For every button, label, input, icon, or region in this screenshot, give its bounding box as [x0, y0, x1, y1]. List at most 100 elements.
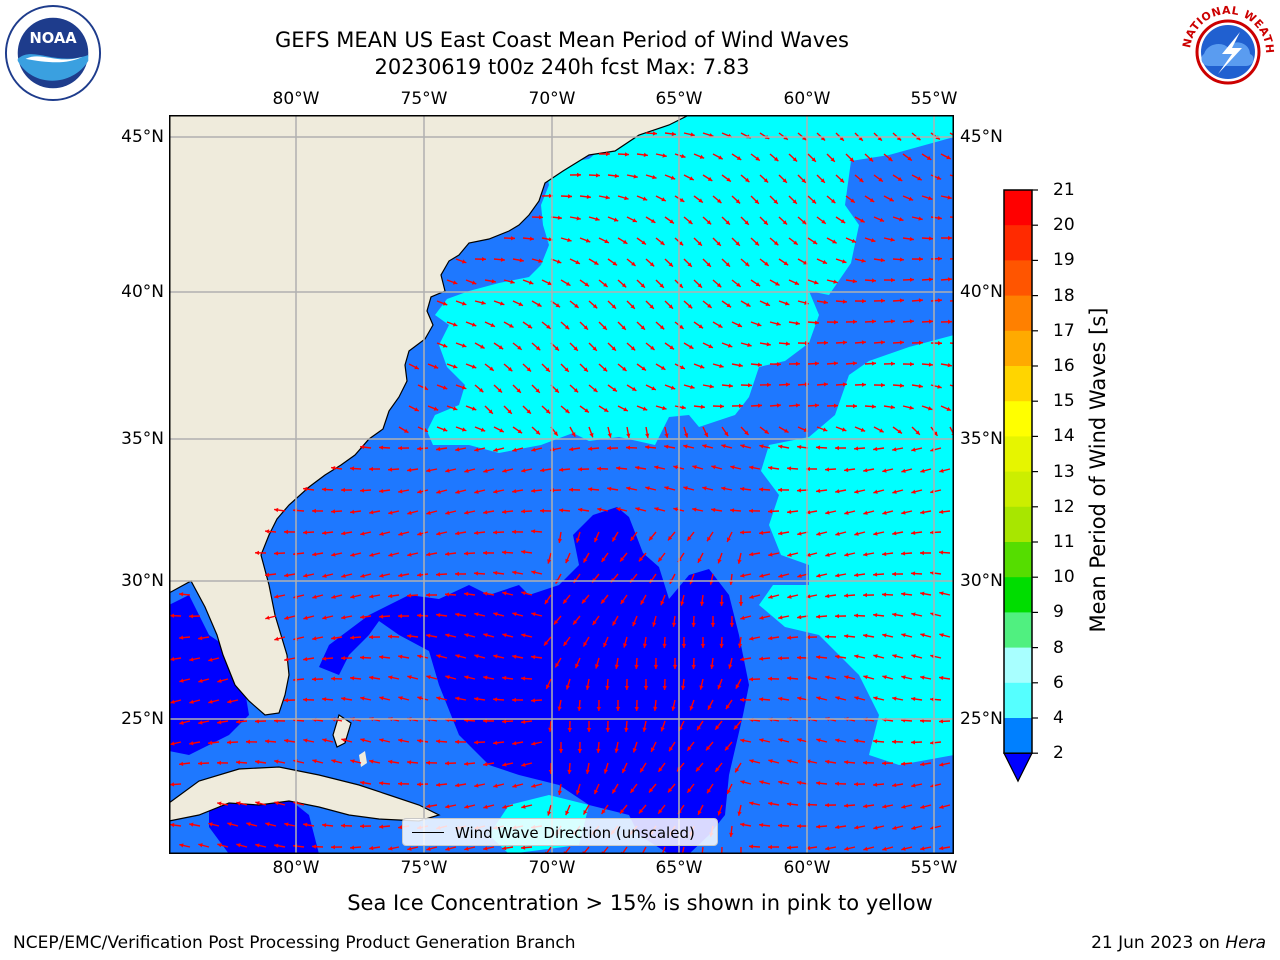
wind-wave-arrowhead	[937, 341, 942, 346]
wind-wave-arrowhead	[749, 677, 754, 682]
wind-wave-arrowhead	[698, 198, 703, 203]
wind-wave-arrowhead	[749, 759, 754, 764]
wind-wave-arrowhead	[585, 769, 590, 774]
wind-wave-arrowhead	[793, 240, 798, 245]
wind-wave-arrowhead	[684, 433, 689, 438]
wind-wave-arrowhead	[398, 824, 403, 830]
wind-wave-arrowhead	[681, 405, 686, 410]
wind-wave-arrowhead	[512, 697, 516, 703]
wind-wave-arrowhead	[939, 846, 944, 851]
wind-wave-arrowhead	[776, 403, 781, 408]
wind-wave-arrowhead	[632, 748, 637, 753]
wind-wave-arrowhead	[873, 613, 878, 618]
wind-wave-arrowhead	[668, 262, 673, 267]
wind-wave-arrowhead	[909, 319, 914, 324]
wind-wave-arrowhead	[623, 643, 628, 648]
wind-wave-arrowhead	[490, 322, 496, 327]
wind-wave-arrowhead	[483, 468, 488, 473]
wind-wave-arrowhead	[567, 237, 572, 242]
wind-wave-arrowhead	[880, 298, 885, 303]
colorbar-tick-label: 19	[1053, 250, 1075, 271]
wind-wave-arrowhead	[814, 320, 819, 325]
wind-wave-arrowhead	[853, 403, 857, 409]
wind-wave-arrowhead	[708, 344, 713, 349]
wind-wave-arrowhead	[687, 262, 692, 267]
wind-wave-arrowhead	[645, 486, 650, 491]
wind-wave-arrowhead	[759, 738, 764, 743]
wind-wave-arrowhead	[622, 366, 627, 371]
wind-wave-arrowhead	[797, 573, 802, 578]
wind-wave-arrowhead	[620, 557, 625, 562]
wind-wave-arrowhead	[918, 383, 923, 389]
wind-wave-arrowhead	[512, 783, 517, 788]
wind-wave-arrowhead	[897, 429, 902, 434]
wind-wave-arrowhead	[873, 446, 878, 452]
wind-wave-arrowhead	[455, 531, 460, 536]
wind-wave-arrowhead	[255, 550, 259, 556]
wind-wave-arrowhead	[854, 613, 859, 618]
wind-wave-arrowhead	[643, 686, 649, 690]
wind-wave-arrowhead	[939, 804, 944, 809]
wind-wave-arrowhead	[388, 467, 393, 472]
wind-wave-arrowhead	[554, 388, 559, 393]
wind-wave-arrowhead	[510, 236, 515, 241]
wind-wave-arrowhead	[471, 406, 477, 411]
wind-wave-arrowhead	[841, 427, 847, 432]
wind-wave-arrowhead	[442, 343, 448, 348]
wind-wave-arrowhead	[835, 781, 840, 786]
wind-wave-arrowhead	[622, 239, 628, 244]
wind-wave-arrowhead	[521, 549, 526, 555]
wind-wave-arrowhead	[717, 558, 722, 564]
wind-wave-arrowhead	[678, 726, 683, 731]
wind-wave-arrowhead	[455, 489, 460, 494]
wind-wave-arrows	[169, 131, 954, 854]
wind-wave-arrowhead	[727, 343, 733, 348]
wind-wave-arrowhead	[360, 696, 365, 701]
wind-wave-arrow	[949, 426, 954, 437]
wind-wave-arrowhead	[575, 663, 580, 669]
wind-wave-arrowhead	[873, 489, 878, 494]
wind-wave-arrowhead	[652, 131, 657, 136]
wind-wave-arrowhead	[471, 364, 477, 369]
wind-wave-arrowhead	[911, 612, 916, 617]
wind-wave-arrowhead	[631, 261, 636, 266]
wind-wave-arrowhead	[601, 599, 606, 604]
wind-wave-arrowhead	[911, 447, 916, 452]
wind-wave-arrowhead	[749, 844, 754, 849]
wind-wave-arrowhead	[474, 740, 479, 745]
wind-wave-arrowhead	[920, 675, 925, 680]
wind-wave-arrowhead	[445, 761, 450, 766]
wind-wave-arrowhead	[879, 428, 884, 433]
wind-wave-arrowhead	[679, 197, 685, 202]
wind-wave-arrowhead	[502, 762, 507, 767]
wind-wave-arrowhead	[689, 705, 694, 711]
wind-wave-arrowhead	[360, 824, 365, 829]
sea-ice-note: Sea Ice Concentration > 15% is shown in …	[347, 891, 933, 915]
wind-wave-arrowhead	[531, 529, 536, 534]
wind-wave-arrowhead	[835, 573, 840, 578]
wind-wave-arrowhead	[920, 550, 924, 556]
wind-wave-arrowhead	[531, 447, 536, 452]
wind-wave-arrowhead	[407, 593, 412, 598]
wind-wave-arrowhead	[474, 489, 479, 494]
wind-wave-arrowhead	[844, 467, 849, 473]
wind-wave-arrowhead	[436, 612, 441, 618]
wind-wave-arrowhead	[888, 156, 893, 162]
wind-wave-arrowhead	[331, 509, 336, 514]
wind-wave-arrowhead	[274, 507, 279, 513]
wind-wave-arrowhead	[640, 325, 645, 330]
wind-wave-arrowhead	[899, 257, 904, 262]
wind-wave-arrowhead	[736, 282, 741, 287]
wind-wave-arrowhead	[341, 696, 346, 701]
wind-wave-arrowhead	[737, 811, 742, 816]
wind-wave-arrowhead	[612, 536, 617, 542]
wind-wave-arrowhead	[436, 782, 441, 787]
wind-wave-arrowhead	[697, 810, 702, 815]
wind-wave-arrowhead	[398, 613, 402, 619]
wind-wave-arrowhead	[840, 219, 846, 224]
wind-wave-arrowhead	[512, 529, 516, 535]
lat-label-right: 45°N	[960, 127, 1003, 147]
wind-wave-arrowhead	[575, 260, 580, 265]
wind-wave-arrowhead	[189, 657, 194, 662]
wind-wave-arrowhead	[616, 466, 621, 471]
